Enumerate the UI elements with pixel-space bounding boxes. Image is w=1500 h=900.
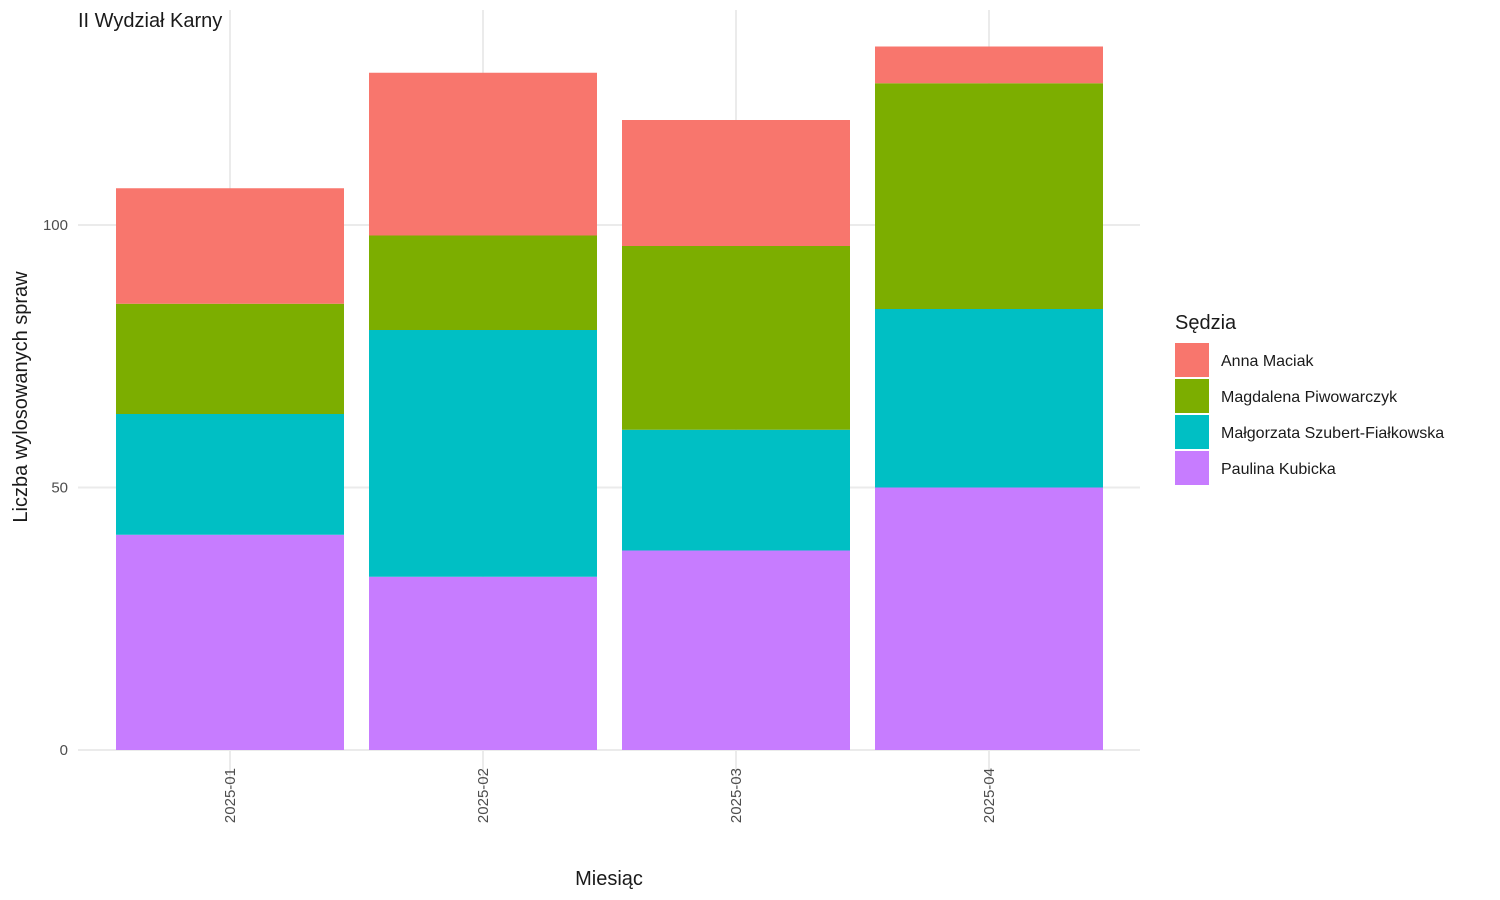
- x-tick-label: 2025-02: [475, 768, 492, 823]
- legend-title: Sędzia: [1175, 312, 1237, 334]
- legend-key: [1175, 415, 1209, 449]
- legend-label: Paulina Kubicka: [1221, 461, 1336, 478]
- legend-key: [1175, 451, 1209, 485]
- y-tick-label: 100: [43, 217, 68, 234]
- chart-title: II Wydział Karny: [78, 10, 222, 32]
- legend-label: Małgorzata Szubert-Fiałkowska: [1221, 425, 1444, 442]
- bar-segment: [875, 309, 1103, 488]
- bar-segment: [875, 46, 1103, 84]
- bar-segment: [622, 550, 850, 750]
- legend: Sędzia Anna Maciak Magdalena Piwowarczyk M…: [1175, 312, 1444, 485]
- bar-segment: [369, 72, 597, 236]
- legend-key: [1175, 379, 1209, 413]
- y-axis-ticks: 0 50 100: [43, 217, 68, 759]
- x-tick-label: 2025-03: [728, 768, 745, 823]
- bar-segment: [369, 235, 597, 330]
- bar-segment: [116, 303, 344, 414]
- bar-segment: [369, 576, 597, 750]
- x-tick-label: 2025-01: [222, 768, 239, 823]
- legend-key: [1175, 343, 1209, 377]
- y-axis-title: Liczba wylosowanych spraw: [10, 271, 32, 523]
- bar-segment: [622, 246, 850, 430]
- bar-segment: [116, 188, 344, 304]
- legend-label: Anna Maciak: [1221, 353, 1314, 370]
- x-axis-ticks: 2025-01 2025-02 2025-03 2025-04: [222, 768, 998, 823]
- legend-label: Magdalena Piwowarczyk: [1221, 389, 1398, 406]
- x-tick-label: 2025-04: [981, 768, 998, 823]
- bar-segment: [875, 487, 1103, 750]
- bars-layer: [116, 46, 1103, 750]
- bar-segment: [875, 83, 1103, 309]
- bar-segment: [622, 429, 850, 551]
- x-axis-title: Miesiąc: [575, 868, 643, 890]
- bar-segment: [116, 414, 344, 535]
- y-tick-label: 0: [60, 742, 68, 759]
- bar-segment: [116, 534, 344, 750]
- y-tick-label: 50: [51, 480, 68, 497]
- bar-segment: [369, 330, 597, 577]
- bar-segment: [622, 120, 850, 246]
